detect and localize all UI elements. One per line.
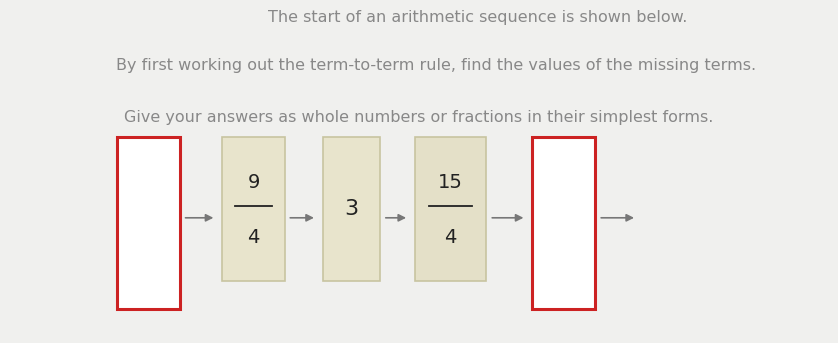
Text: 15: 15: [438, 173, 463, 192]
Bar: [415, 137, 486, 281]
Text: Give your answers as whole numbers or fractions in their simplest forms.: Give your answers as whole numbers or fr…: [124, 110, 714, 125]
Text: 4: 4: [247, 228, 260, 247]
Bar: [222, 137, 285, 281]
Bar: [117, 137, 180, 309]
Text: 3: 3: [344, 199, 358, 219]
Text: 4: 4: [444, 228, 457, 247]
Text: The start of an arithmetic sequence is shown below.: The start of an arithmetic sequence is s…: [268, 10, 687, 25]
Text: By first working out the term-to-term rule, find the values of the missing terms: By first working out the term-to-term ru…: [116, 58, 756, 73]
Bar: [323, 137, 380, 281]
Text: 9: 9: [247, 173, 260, 192]
Bar: [532, 137, 595, 309]
